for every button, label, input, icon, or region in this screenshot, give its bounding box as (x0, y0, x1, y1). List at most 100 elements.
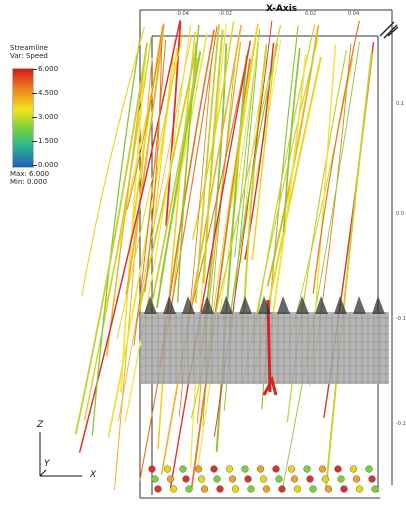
streamline (91, 37, 141, 436)
streamline (160, 24, 242, 475)
mesh-structure (258, 296, 271, 314)
seed-bead (151, 475, 159, 483)
seed-bead (231, 485, 240, 493)
streamline (230, 23, 259, 204)
mesh-structure (163, 296, 176, 314)
seed-bead (194, 465, 203, 473)
streamline (228, 43, 279, 328)
mesh-structure (315, 296, 328, 314)
seed-bead (179, 465, 187, 473)
seed-bead (371, 485, 379, 493)
streamline (176, 24, 200, 303)
streamline (144, 40, 163, 293)
mesh-structure (239, 296, 252, 314)
streamline (116, 33, 184, 340)
svg-text:-0.04: -0.04 (176, 11, 189, 17)
streamline (155, 51, 202, 309)
seed-bead (244, 475, 252, 483)
seed-bead (256, 465, 265, 473)
triad-z-label: Z (37, 420, 44, 430)
seed-bead (210, 465, 218, 473)
svg-text:0.02: 0.02 (305, 11, 316, 17)
mesh-structure (372, 296, 385, 314)
seed-bead (272, 465, 280, 473)
legend-value-max: 6.000 (38, 65, 59, 73)
legend-tick (32, 117, 37, 118)
streamline (197, 37, 260, 470)
seed-bead (166, 475, 175, 483)
mesh-top-structures (144, 296, 385, 314)
streamline (281, 41, 360, 491)
mesh-structure (296, 296, 309, 314)
seed-bead (182, 475, 190, 483)
seed-bead (309, 485, 317, 493)
legend-value: 3.000 (38, 113, 59, 121)
streamline (324, 51, 373, 491)
seed-bead (337, 475, 345, 483)
seed-bead (154, 485, 162, 493)
streamline (74, 42, 149, 435)
seed-bead (340, 485, 348, 493)
seed-bead (169, 485, 178, 493)
seed-bead (197, 475, 206, 483)
legend-max-stat: Max: 6.000 (10, 170, 50, 178)
streamline (165, 21, 182, 227)
seed-bead (216, 485, 224, 493)
streamline (120, 58, 146, 393)
legend-tick (32, 93, 37, 94)
seed-bead (368, 475, 376, 483)
seed-bead (225, 465, 234, 473)
seed-bead (334, 465, 342, 473)
streamline (210, 29, 257, 331)
svg-text:-0.2: -0.2 (396, 421, 406, 427)
legend-tick (32, 165, 37, 166)
legend-value-min: 0.000 (38, 161, 59, 169)
seed-beads (148, 465, 379, 493)
corner-glyph (379, 21, 399, 39)
mesh-structure (201, 296, 214, 314)
legend-min-stat: Min: 0.000 (10, 178, 48, 186)
seed-bead (293, 485, 302, 493)
triad-y-label: Y (44, 459, 50, 469)
mesh-block (141, 299, 389, 396)
mesh-structure (353, 296, 366, 314)
seed-bead (275, 475, 283, 483)
streamline (157, 31, 197, 450)
legend-tick (32, 69, 37, 70)
legend-color-bar (12, 68, 34, 168)
legend-tick (32, 141, 37, 142)
x-axis-title: X-Axis (266, 4, 298, 14)
seed-bead (290, 475, 299, 483)
seed-bead (355, 485, 364, 493)
streamline (127, 25, 164, 210)
seed-bead (365, 465, 373, 473)
streamline (152, 39, 176, 236)
legend-value: 4.500 (38, 89, 59, 97)
streamline (105, 43, 148, 356)
seed-bead (163, 465, 172, 473)
mesh-structure (220, 296, 233, 314)
seed-bead (200, 485, 209, 493)
triad-x-label: X (90, 470, 97, 480)
streamline (81, 27, 145, 296)
svg-text:-0.1: -0.1 (396, 316, 406, 322)
streamline (282, 48, 301, 233)
seed-bead (287, 465, 296, 473)
streamline (78, 19, 181, 453)
streamline (125, 23, 165, 296)
mesh-structure (144, 296, 157, 314)
seed-bead (321, 475, 330, 483)
seed-bead (324, 485, 333, 493)
streamline (149, 57, 199, 311)
seed-bead (241, 465, 249, 473)
streamline (194, 24, 220, 303)
streamline (133, 39, 167, 346)
seed-bead (303, 465, 311, 473)
legend-title: Streamline Var: Speed (10, 44, 48, 60)
streamline (124, 25, 192, 423)
streamline (169, 40, 252, 489)
legend-title-line1: Streamline (10, 44, 48, 52)
streamline (251, 44, 277, 261)
streamline (83, 36, 153, 421)
